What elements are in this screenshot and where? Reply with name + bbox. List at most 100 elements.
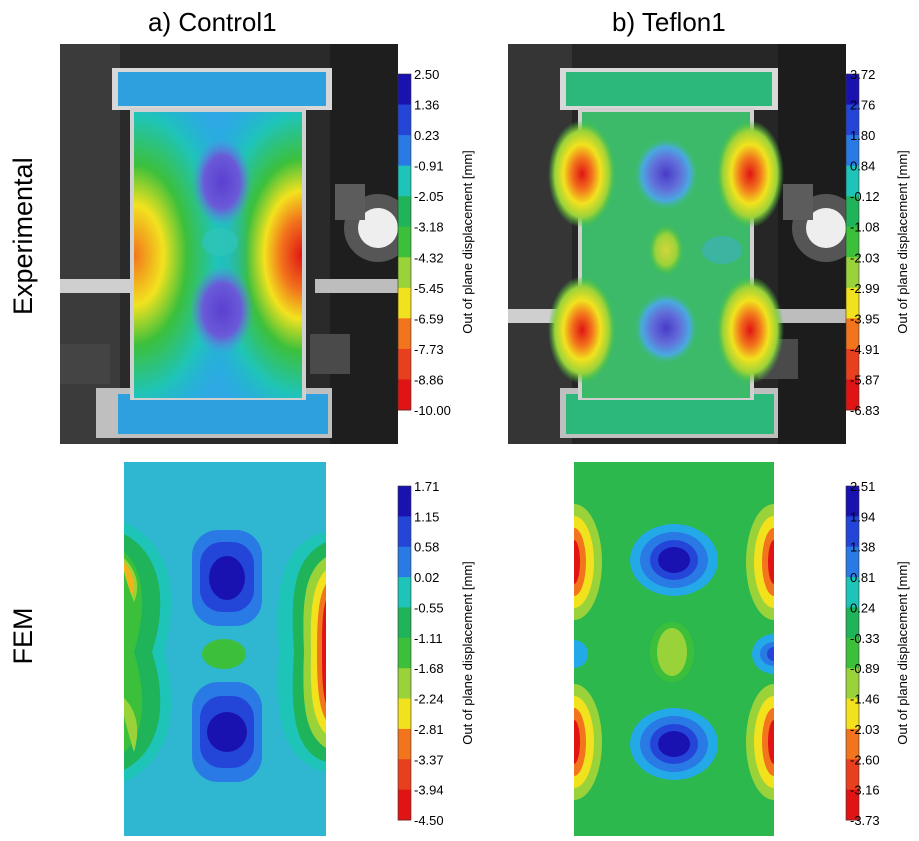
colorbar-tick-label: 0.02	[414, 570, 439, 585]
colorbar-segment	[846, 348, 859, 380]
colorbar-tick-label: -4.50	[414, 813, 444, 828]
control1-experimental-colorbar	[397, 73, 428, 411]
control1-experimental-colorbar-svg	[397, 73, 412, 411]
colorbar-tick-label: -1.08	[850, 220, 880, 235]
control1-fem-colorbar	[397, 485, 428, 821]
column-title-control1: a) Control1	[148, 7, 277, 37]
colorbar-segment	[846, 728, 859, 760]
colorbar-segment	[846, 759, 859, 791]
colorbar-tick-label: 1.36	[414, 98, 439, 113]
colorbar-segment	[398, 104, 411, 136]
colorbar-segment	[846, 74, 859, 106]
colorbar-segment	[398, 226, 411, 258]
colorbar-tick-label: -3.18	[414, 220, 444, 235]
teflon1-fem-plot	[574, 462, 774, 836]
colorbar-tick-label: -5.45	[414, 281, 444, 296]
colorbar-segment	[398, 789, 411, 821]
control1-fem-colorbar-svg	[397, 485, 412, 821]
teflon1-fem-contour	[574, 462, 774, 836]
colorbar-segment	[846, 607, 859, 639]
colorbar-segment	[398, 728, 411, 760]
colorbar-segment	[846, 226, 859, 258]
colorbar-tick-label: -1.11	[414, 631, 443, 646]
colorbar-tick-label: -10.00	[414, 403, 451, 418]
colorbar-tick-label: -4.32	[414, 250, 444, 265]
colorbar-tick-label: -3.73	[850, 813, 880, 828]
colorbar-segment	[398, 74, 411, 106]
control1-experimental-contour	[60, 44, 398, 444]
colorbar-tick-label: 0.58	[414, 540, 439, 555]
teflon1-fem-colorbar-svg	[845, 485, 860, 821]
colorbar-tick-label: 0.81	[850, 570, 875, 585]
colorbar-tick-label: -7.73	[414, 342, 444, 357]
colorbar-segment	[398, 379, 411, 411]
colorbar-segment	[398, 486, 411, 517]
colorbar-tick-label: 0.23	[414, 128, 439, 143]
colorbar-tick-label: -0.55	[414, 600, 444, 615]
colorbar-segment	[398, 668, 411, 700]
control1-fem-tick-labels: 1.71 1.15 0.58 0.02 -0.55 -1.11 -1.68 -2.24 -2.8…	[410, 479, 490, 828]
colorbar-tick-label: 2.50	[414, 67, 439, 82]
colorbar-segment	[398, 607, 411, 639]
colorbar-tick-label: 0.24	[850, 600, 875, 615]
teflon1-experimental-photo	[508, 44, 846, 444]
colorbar-tick-label: -4.91	[850, 342, 880, 357]
colorbar-segment	[846, 318, 859, 350]
colorbar-tick-label: -3.94	[414, 783, 444, 798]
colorbar-segment	[846, 486, 859, 517]
colorbar-tick-label: 3.72	[850, 67, 875, 82]
colorbar-segment	[846, 257, 859, 289]
colorbar-tick-label: -0.33	[850, 631, 880, 646]
colorbar-tick-label: -2.60	[850, 752, 880, 767]
colorbar-frame	[845, 485, 860, 821]
colorbar-segment	[846, 546, 859, 578]
control1-experimental-tick-labels: 2.50 1.36 0.23 -0.91 -2.05 -3.18 -4.32 -5.45 -6.…	[410, 67, 490, 418]
colorbar-segment	[398, 165, 411, 197]
colorbar-segment	[398, 318, 411, 350]
colorbar-segment	[398, 196, 411, 228]
teflon1-fem-tick-labels: 2.51 1.94 1.38 0.81 0.24 -0.33 -0.89 -1.46 -2.03…	[839, 479, 919, 828]
colorbar-tick-label: -3.95	[850, 311, 880, 326]
control1-fem-contour	[124, 462, 326, 836]
colorbar-segment	[398, 516, 411, 548]
colorbar-segment	[846, 135, 859, 167]
colorbar-segment	[846, 165, 859, 197]
colorbar-tick-label: -1.68	[414, 661, 444, 676]
colorbar-tick-label: -2.99	[850, 281, 880, 296]
colorbar-tick-label: 0.84	[850, 159, 875, 174]
teflon1-fem-tick-svg: 2.51 1.94 1.38 0.81 0.24 -0.33 -0.89 -1.46 -2.03…	[850, 479, 910, 828]
colorbar-segment	[398, 577, 411, 608]
colorbar-frame	[397, 73, 412, 411]
colorbar-tick-label: -2.81	[414, 722, 444, 737]
colorbar-segment	[398, 257, 411, 289]
colorbar-tick-label: -6.83	[850, 403, 880, 418]
column-title-teflon1: b) Teflon1	[612, 7, 726, 37]
control1-fem-tick-svg: 1.71 1.15 0.58 0.02 -0.55 -1.11 -1.68 -2.24 -2.8…	[414, 479, 475, 828]
colorbar-axis-label: Out of plane displacement [mm]	[460, 150, 475, 334]
colorbar-tick-label: -3.37	[414, 752, 444, 767]
control1-experimental-tick-svg: 2.50 1.36 0.23 -0.91 -2.05 -3.18 -4.32 -5.45 -6.…	[414, 67, 475, 418]
fem-hot-spot	[574, 504, 774, 800]
colorbar-segment	[846, 698, 859, 730]
colorbar-axis-label: Out of plane displacement [mm]	[895, 561, 910, 745]
colorbar-tick-label: -1.46	[850, 692, 880, 707]
colorbar-segment	[398, 698, 411, 730]
colorbar-segment	[398, 135, 411, 167]
row-label-fem: FEM	[8, 607, 38, 665]
colorbar-segment	[846, 196, 859, 228]
colorbar-tick-label: -2.03	[850, 250, 880, 265]
colorbar-tick-label: 1.80	[850, 128, 875, 143]
teflon1-experimental-colorbar-svg	[845, 73, 860, 411]
colorbar-tick-label: -8.86	[414, 372, 444, 387]
colorbar-segment	[846, 516, 859, 548]
colorbar-segment	[846, 637, 859, 669]
colorbar-segment	[398, 637, 411, 669]
colorbar-tick-label: -5.87	[850, 372, 880, 387]
colorbar-tick-label: -2.24	[414, 692, 444, 707]
teflon1-experimental-tick-labels: 3.72 2.76 1.80 0.84 -0.12 -1.08 -2.03 -2.99 -3.9…	[839, 67, 919, 418]
colorbar-segment	[846, 789, 859, 821]
control1-fem-plot	[124, 462, 326, 836]
colorbar-segment	[846, 379, 859, 411]
colorbar-axis-label: Out of plane displacement [mm]	[460, 561, 475, 745]
colorbar-segment	[398, 348, 411, 380]
